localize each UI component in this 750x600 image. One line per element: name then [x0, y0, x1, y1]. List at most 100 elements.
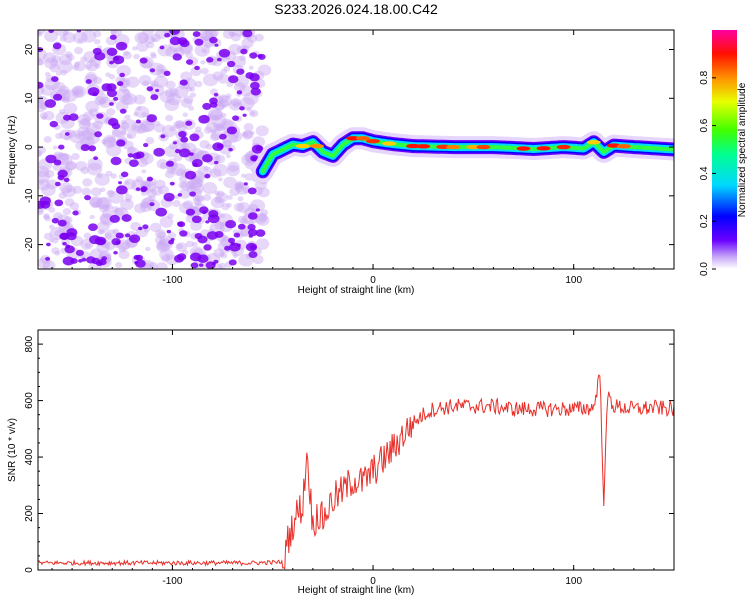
noise-blob-light [213, 248, 225, 258]
noise-blob-dark [249, 81, 260, 90]
noise-blob-light [156, 262, 168, 269]
noise-blob-dark [214, 43, 219, 47]
noise-blob-dark [153, 147, 165, 157]
noise-blob-light [101, 208, 114, 219]
noise-blob-light [212, 71, 224, 81]
noise-blob-light [98, 204, 109, 213]
noise-blob-dark [39, 196, 51, 206]
noise-blob-light [93, 30, 102, 38]
noise-blob-light [218, 99, 229, 108]
noise-blob-light [210, 196, 225, 209]
noise-blob-light [94, 95, 106, 106]
noise-blob-dark [72, 210, 79, 216]
noise-blob-light [233, 202, 245, 212]
noise-blob-light [159, 216, 174, 228]
noise-blob-light [86, 162, 103, 176]
noise-blob-light [256, 214, 270, 226]
noise-blob-light [260, 209, 269, 216]
ridge-peak [616, 144, 631, 149]
noise-blob-light [101, 139, 108, 145]
noise-blob-dark [219, 133, 227, 140]
noise-blob-light [38, 146, 47, 154]
noise-blob-light [75, 160, 88, 172]
ridge-peak [446, 144, 461, 150]
snr-x-tick-label: 100 [565, 576, 582, 587]
noise-blob-light [133, 112, 139, 117]
noise-blob-light [159, 90, 175, 104]
noise-blob-light [99, 213, 113, 225]
noise-blob-light [209, 109, 223, 121]
noise-blob-dark [249, 52, 258, 59]
noise-blob-light [252, 136, 266, 148]
noise-blob-dark [169, 36, 181, 46]
noise-blob-light [207, 108, 224, 121]
noise-blob-dark [255, 229, 266, 237]
noise-blob-light [141, 112, 148, 118]
noise-blob-light [153, 120, 161, 127]
colorbar-tick-label: 0.0 [699, 262, 710, 276]
noise-blob-dark [247, 187, 257, 195]
snr-y-ticks: 0 200 400 600 800 [24, 335, 674, 573]
noise-blob-dark [163, 192, 175, 202]
noise-blob-dark [192, 31, 201, 38]
spectrogram-y-tick-label: 0 [24, 144, 35, 150]
noise-blob-light [58, 152, 64, 157]
noise-blob-light [172, 200, 181, 208]
noise-blob-light [42, 260, 56, 269]
noise-blob-light [174, 195, 180, 200]
noise-blob-dark [245, 72, 255, 79]
noise-blob-light [222, 139, 232, 148]
ridge-peak [476, 144, 491, 150]
noise-blob-dark [118, 181, 123, 185]
noise-blob-light [94, 63, 101, 69]
noise-blob-light [72, 85, 84, 96]
noise-blob-light [45, 179, 58, 190]
noise-blob-dark [240, 48, 248, 55]
noise-region [38, 30, 272, 269]
colorbar-tick-label: 0.6 [699, 118, 710, 132]
noise-blob-dark [189, 191, 196, 197]
noise-blob-light [92, 120, 104, 130]
noise-blob-dark [146, 114, 158, 123]
noise-blob-light [38, 165, 50, 178]
noise-blob-light [142, 80, 150, 87]
noise-blob-light [89, 196, 103, 208]
noise-blob-dark [94, 131, 103, 138]
ridge-peak [382, 141, 397, 146]
noise-blob-dark [139, 57, 148, 64]
noise-blob-dark [134, 261, 139, 265]
noise-blob-dark [140, 187, 147, 193]
noise-blob-light [78, 130, 93, 143]
noise-blob-light [230, 31, 236, 37]
noise-blob-light [257, 213, 268, 222]
noise-blob-dark [213, 92, 219, 97]
noise-blob-dark [120, 171, 129, 178]
noise-blob-dark [92, 91, 98, 97]
noise-blob-dark [180, 136, 189, 143]
noise-blob-light [146, 188, 157, 198]
noise-blob-light [132, 46, 138, 51]
noise-blob-light [168, 142, 178, 150]
noise-blob-light [170, 163, 186, 176]
noise-blob-light [65, 129, 76, 138]
noise-blob-light [140, 198, 153, 209]
noise-blob-dark [62, 256, 75, 266]
noise-blob-light [191, 241, 198, 247]
noise-blob-light [237, 196, 244, 202]
noise-blob-light [154, 30, 168, 40]
noise-blob-light [120, 121, 130, 130]
noise-blob-light [226, 194, 233, 200]
noise-blob-dark [197, 254, 209, 263]
noise-blob-light [110, 30, 118, 35]
noise-blob-dark [177, 221, 186, 228]
ridge-peak [586, 139, 601, 145]
snr-x-tick-label: 0 [370, 576, 376, 587]
snr-frame [37, 329, 675, 571]
noise-blob-dark [109, 60, 114, 65]
spectrogram-x-label: Height of straight line (km) [298, 285, 415, 296]
noise-blob-dark [249, 244, 257, 250]
noise-blob-dark [191, 215, 202, 224]
noise-blob-light [235, 180, 244, 188]
noise-blob-dark [228, 259, 237, 266]
noise-blob-light [235, 183, 250, 195]
